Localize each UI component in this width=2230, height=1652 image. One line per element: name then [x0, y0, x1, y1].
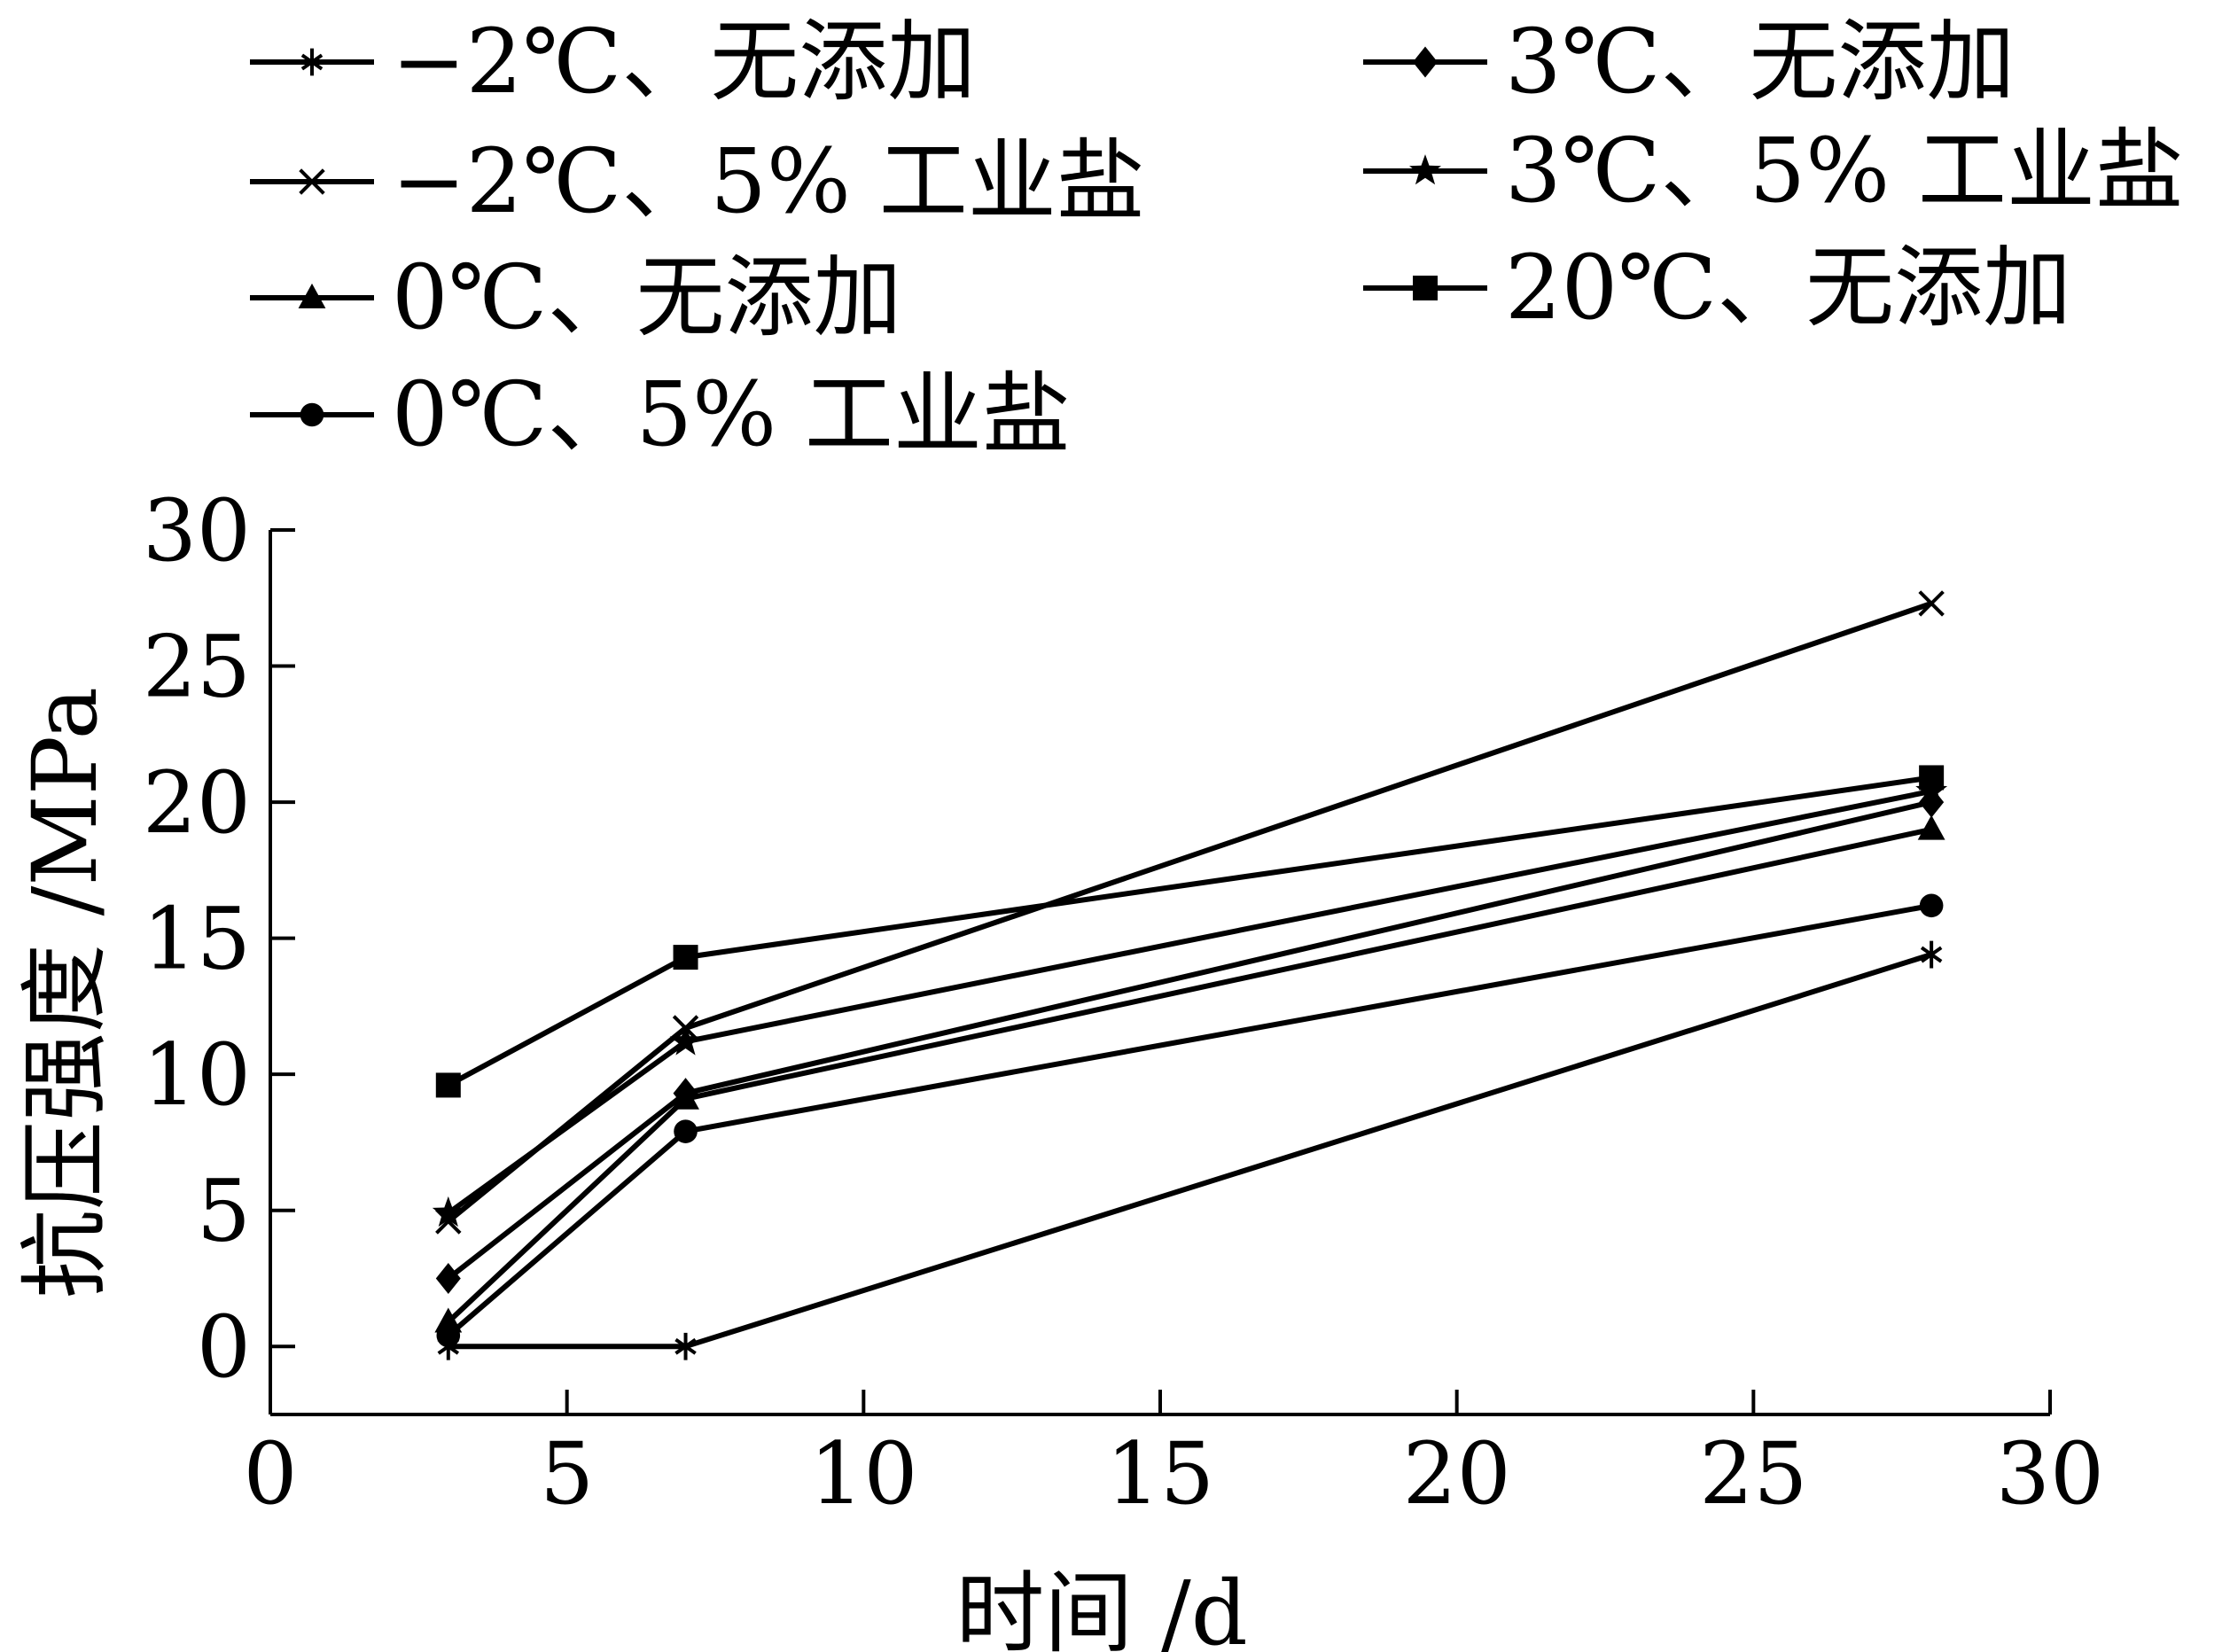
legend-label: −2℃、无添加: [392, 10, 976, 113]
legend-marker: [1413, 276, 1438, 300]
series-line-1: [446, 601, 1933, 1224]
legend: −2℃、无添加 −2℃、5% 工业盐 0℃、无添加 0℃、5% 工业盐 3℃、无添加3℃…: [250, 10, 2184, 466]
data-point-6: [435, 1072, 461, 1098]
legend-label: 0℃、无添加: [392, 245, 902, 349]
x-tick-label: 10: [809, 1424, 917, 1523]
series-markers: [432, 590, 1948, 1360]
x-tick-label: 25: [1699, 1424, 1807, 1523]
data-point-5: [432, 1196, 464, 1227]
y-tick-label: 25: [143, 618, 251, 717]
axes: 0 5 10 15 20 25 30 0 5 10 15 20 25 30: [143, 481, 2104, 1523]
legend-marker: [1413, 46, 1438, 78]
x-tick-label: 5: [540, 1424, 594, 1523]
y-tick-label: 30: [143, 481, 251, 581]
data-point-1: [1918, 590, 1945, 617]
legend-marker: [299, 168, 325, 195]
legend-marker: [300, 48, 324, 76]
legend-entry: −2℃、5% 工业盐: [250, 129, 1145, 233]
legend-label: 0℃、5% 工业盐: [392, 362, 1071, 466]
series-line-0: [448, 952, 1933, 1350]
legend-label: 20℃、无添加: [1505, 236, 2071, 339]
data-point-0: [1920, 940, 1943, 969]
y-tick-label: 20: [143, 753, 251, 853]
series-line-3: [446, 902, 1932, 1338]
x-tick-label: 15: [1106, 1424, 1214, 1523]
legend-entry: 0℃、5% 工业盐: [250, 362, 1071, 466]
x-tick-label: 30: [1996, 1424, 2104, 1523]
legend-entry: 0℃、无添加: [250, 245, 902, 349]
data-point-5: [669, 1025, 702, 1056]
legend-label: −2℃、5% 工业盐: [392, 129, 1145, 233]
data-point-3: [1919, 893, 1944, 918]
data-point-6: [673, 945, 698, 970]
data-point-3: [436, 1323, 461, 1348]
series-line-2: [446, 826, 1932, 1324]
legend-marker: [1409, 154, 1441, 185]
data-point-6: [1919, 765, 1945, 791]
data-point-2: [1917, 814, 1945, 840]
series-lines: [446, 601, 1933, 1350]
y-tick-label: 5: [197, 1162, 251, 1261]
data-point-4: [673, 1078, 698, 1110]
x-tick-label: 20: [1403, 1424, 1511, 1523]
legend-entry: 3℃、无添加: [1363, 10, 2016, 113]
legend-entry: −2℃、无添加: [250, 10, 976, 113]
legend-label: 3℃、无添加: [1505, 10, 2016, 113]
y-axis-label: 抗压强度 /MPa: [13, 687, 117, 1298]
data-point-3: [674, 1119, 698, 1143]
legend-label: 3℃、5% 工业盐: [1505, 119, 2184, 222]
data-point-4: [435, 1262, 461, 1294]
y-tick-label: 10: [143, 1025, 251, 1125]
legend-entry: 3℃、5% 工业盐: [1363, 119, 2184, 222]
legend-marker: [298, 283, 326, 308]
x-tick-label: 0: [243, 1424, 297, 1523]
data-point-0: [674, 1332, 697, 1360]
y-tick-label: 15: [143, 890, 251, 989]
legend-marker: [300, 402, 324, 427]
x-axis-label: 时间 /d: [955, 1562, 1248, 1652]
y-tick-label: 0: [197, 1297, 251, 1397]
legend-entry: 20℃、无添加: [1363, 236, 2071, 339]
